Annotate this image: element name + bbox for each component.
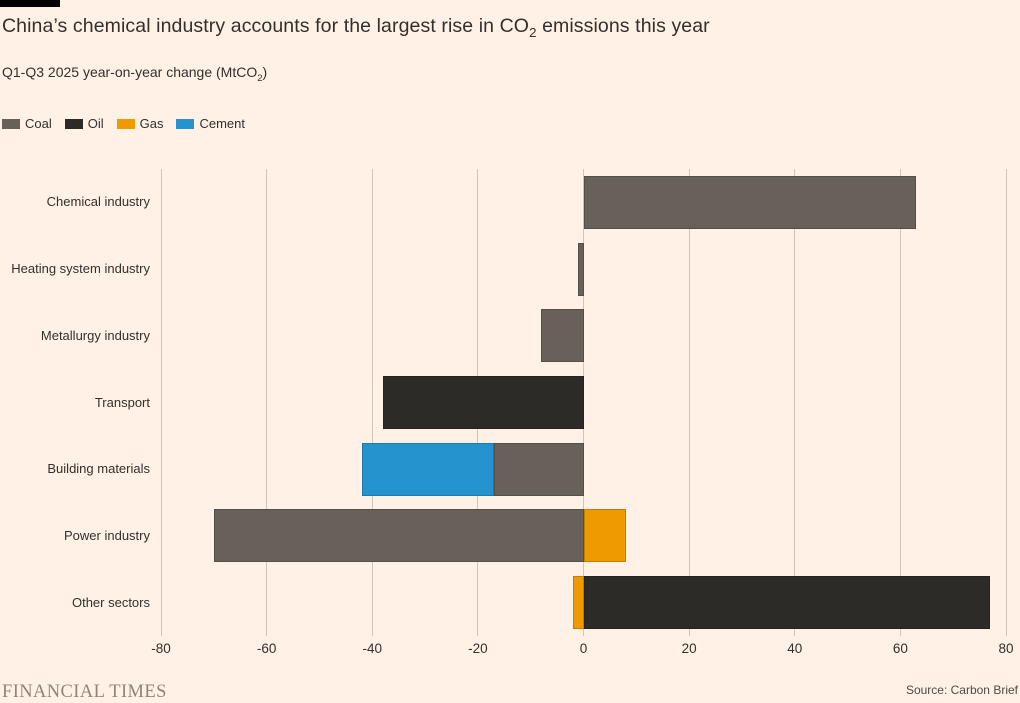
category-label-transport: Transport (94, 394, 150, 410)
x-tick-label-60: 60 (892, 641, 908, 656)
bar-other-sectors-gas (572, 576, 584, 630)
chart-subtitle-text: Q1-Q3 2025 year-on-year change (MtCO (2, 64, 258, 80)
gridline--40 (371, 169, 373, 636)
x-tick-label-80: 80 (998, 641, 1014, 656)
gridline--60 (266, 169, 268, 636)
category-label-metallurgy-industry: Metallurgy industry (40, 327, 150, 343)
legend-item-gas: Gas (116, 116, 164, 131)
legend-label-coal: Coal (25, 116, 52, 131)
legend-item-oil: Oil (64, 116, 104, 131)
bar-power-industry-coal (213, 509, 584, 563)
chart-subtitle: Q1-Q3 2025 year-on-year change (MtCO2) (2, 64, 268, 83)
bar-heating-system-industry-coal (578, 242, 584, 296)
legend-swatch-coal (2, 118, 20, 129)
bar-metallurgy-industry-coal (541, 309, 584, 363)
x-tick-label-40: 40 (787, 641, 803, 656)
x-tick-label--80: -80 (151, 641, 171, 656)
plot-area: -80 -60 -40 -20 0 20 40 60 80 Chemical industry He… (0, 169, 1020, 689)
legend-item-coal: Coal (2, 116, 52, 131)
category-label-power-industry: Power industry (64, 527, 150, 543)
gridline-0 (583, 169, 584, 636)
x-tick-label-20: 20 (681, 641, 697, 656)
gridline-20 (688, 169, 690, 636)
bar-building-materials-cement (361, 442, 494, 496)
bar-chemical-industry-coal (583, 175, 917, 229)
gridline--80 (160, 169, 162, 636)
legend-swatch-gas (116, 118, 135, 129)
legend-label-gas: Gas (139, 116, 164, 131)
x-tick-label--20: -20 (468, 641, 488, 656)
legend-label-oil: Oil (87, 116, 104, 131)
x-tick-label--60: -60 (256, 641, 277, 656)
x-tick-label-0: 0 (579, 641, 588, 656)
chart-subtitle-subscript: 2 (257, 72, 263, 84)
ft-top-rule (0, 0, 60, 7)
legend-item-cement: Cement (176, 116, 245, 131)
category-label-other-sectors: Other sectors (71, 594, 150, 610)
bar-transport-oil (382, 376, 584, 429)
legend-label-cement: Cement (199, 116, 246, 131)
legend: Coal Oil Gas Cement (2, 116, 245, 131)
gridline-40 (794, 169, 796, 636)
bar-power-industry-gas (583, 509, 626, 563)
chart-subtitle-suffix: ) (262, 64, 268, 80)
ft-logo: FINANCIAL TIMES (2, 682, 167, 702)
chart-title-subscript: 2 (529, 24, 537, 40)
legend-swatch-cement (176, 118, 195, 129)
bar-other-sectors-oil (583, 576, 991, 630)
chart-title-suffix: emissions this year (536, 15, 710, 37)
category-label-building-materials: Building materials (47, 461, 150, 477)
gridline-60 (899, 169, 901, 636)
chart-title: China’s chemical industry accounts for t… (2, 15, 710, 40)
legend-swatch-oil (64, 118, 83, 129)
category-label-chemical-industry: Chemical industry (46, 194, 150, 210)
x-tick-label--40: -40 (362, 641, 382, 656)
source-credit: Source: Carbon Brief (905, 683, 1018, 697)
footer: FINANCIAL TIMES Source: Carbon Brief (0, 675, 1020, 703)
chart-title-text: China’s chemical industry accounts for t… (2, 15, 530, 37)
gridline-80 (1005, 169, 1007, 636)
bar-building-materials-coal (493, 442, 584, 496)
category-label-heating-system-industry: Heating system industry (11, 261, 150, 277)
